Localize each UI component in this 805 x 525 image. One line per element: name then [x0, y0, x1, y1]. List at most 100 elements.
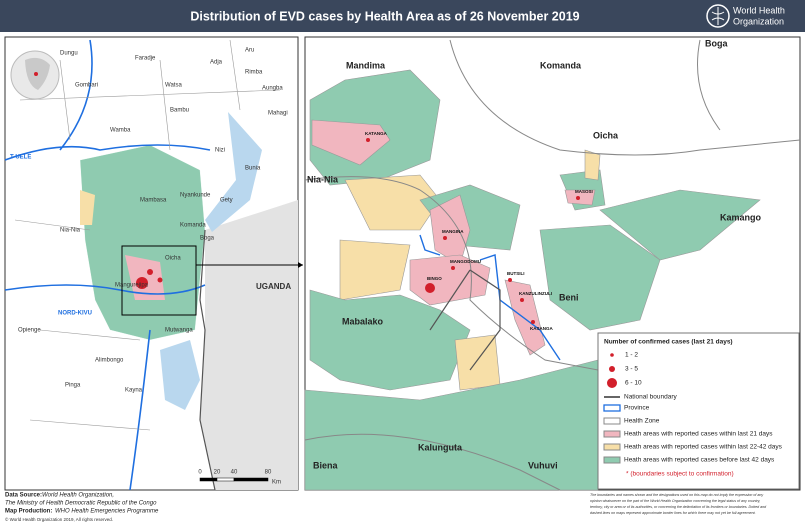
place-label: Gety: [220, 198, 233, 204]
place-label: Rimba: [245, 70, 263, 76]
legend-box: [597, 332, 800, 490]
health-areas-22-42: [80, 190, 95, 225]
zone-label: Kamango: [720, 212, 762, 222]
scale-segment: [216, 477, 235, 482]
health-area-label: KASANGA: [530, 326, 554, 331]
legend-item: Heath areas with reported cases before l…: [624, 457, 775, 464]
disclaimer: The boundaries and names shown and the d…: [590, 493, 763, 497]
copyright: © World Health Organization 2019, All ri…: [5, 516, 113, 522]
place-label: Pinga: [65, 383, 81, 389]
health-area: [429, 194, 471, 266]
zone-label: Mandima: [346, 60, 386, 70]
health-zone-boundary: [304, 39, 801, 491]
zone-label: Mabalako: [342, 316, 384, 326]
place-label: Opienge: [18, 328, 41, 334]
lake: [160, 340, 200, 410]
legend-swatch: [603, 456, 621, 464]
zone-label: Biena: [313, 460, 339, 470]
zone-label: Oicha: [593, 130, 619, 140]
scale-segment: [199, 477, 218, 482]
national-boundary: [199, 229, 216, 491]
zone-boundary: [429, 269, 501, 371]
health-area-label: BINGO: [427, 276, 442, 281]
case-marker: [366, 138, 370, 142]
place-label: Nyankunde: [180, 193, 211, 199]
disclaimer: dashed lines on maps represent approxima…: [590, 511, 756, 515]
scale-label: 0: [198, 470, 202, 476]
country-label: UGANDA: [256, 282, 291, 291]
health-area-label: MANGINA: [442, 229, 464, 234]
disclaimer: territory, city or area or of its author…: [590, 505, 767, 509]
zone-label: Vuhuvi: [528, 460, 558, 470]
health-areas-21: [125, 255, 165, 300]
health-area: [454, 334, 501, 391]
legend-swatch: [603, 404, 621, 412]
legend-marker: [607, 378, 617, 388]
logo-text: World Health: [733, 5, 785, 15]
place-label: Nia-Nia: [60, 228, 81, 234]
health-areas: [79, 144, 206, 341]
legend-marker: [610, 353, 614, 357]
place-label: Komanda: [180, 223, 206, 229]
place-label: Oicha: [165, 256, 181, 262]
scale-unit: Km: [272, 480, 281, 486]
health-zone-lines: [14, 39, 281, 431]
case-marker: [576, 196, 580, 200]
place-label: Alimbongo: [95, 358, 124, 364]
place-label: Aru: [245, 48, 254, 54]
legend-swatch: [603, 430, 621, 438]
detail-map: Mandima Komanda Boga Oicha Kamango Nia-Nia Mab…: [304, 36, 801, 491]
legend-item: Health Zone: [624, 418, 660, 425]
globe-marker: [34, 72, 38, 76]
case-marker: [531, 320, 535, 324]
case-marker: [425, 283, 435, 293]
health-area-label: KANZULINZULI: [519, 291, 552, 296]
health-area: [564, 189, 596, 206]
health-area: [599, 189, 761, 261]
case-marker: [508, 278, 512, 282]
who-logo: [706, 4, 730, 28]
source-label: Data Source:: [5, 493, 42, 499]
inset-arrowhead: [298, 262, 303, 268]
place-label: Mahagi: [268, 111, 288, 117]
zone-label: Komanda: [540, 60, 582, 70]
health-area-label: BUTSILI: [507, 271, 525, 276]
title: Distribution of EVD cases by Health Area…: [190, 9, 579, 23]
legend-note: * (boundaries subject to confirmation): [626, 471, 734, 478]
logo-text: Organization: [733, 16, 784, 26]
production: WHO Health Emergencies Programme: [55, 509, 159, 515]
health-area-label: KATANGA: [365, 131, 388, 136]
lake: [205, 112, 262, 232]
legend-item: Heath areas with reported cases within l…: [624, 444, 783, 451]
legend-class: 6 - 10: [625, 380, 642, 387]
overview-map: Dungu Faradje Gombari Watsa Aru Adja Rimba Aung…: [4, 36, 303, 491]
production-label: Map Production:: [5, 509, 52, 515]
zone-label: Beni: [559, 292, 579, 302]
header-bar: [0, 0, 805, 32]
case-marker: [157, 277, 163, 283]
place-label: Aungba: [262, 86, 283, 92]
case-marker: [147, 269, 153, 275]
legend-item: Province: [624, 405, 650, 412]
source: The Ministry of Health Democratic Republ…: [5, 501, 157, 507]
inset-box: [121, 245, 197, 316]
health-area: [504, 279, 546, 356]
legend-swatch: [603, 443, 621, 451]
case-marker: [451, 266, 455, 270]
place-label: Dungu: [60, 51, 78, 57]
scale-label: 40: [231, 470, 238, 476]
zone-label: Boga: [705, 38, 728, 48]
footer: Data Source: World Health Organization, …: [5, 493, 767, 523]
source: World Health Organization,: [42, 493, 114, 499]
place-label: Faradje: [135, 56, 156, 62]
scale-segment: [233, 477, 269, 482]
province-boundary: [4, 39, 211, 491]
legend-swatch: [603, 417, 621, 425]
place-label: Gombari: [75, 83, 98, 89]
place-label: Nizi: [215, 148, 225, 154]
place-label: Mambasa: [140, 198, 167, 204]
legend-marker: [609, 366, 615, 372]
disclaimer: opinion whatsoever on the part of the Wo…: [590, 499, 760, 503]
province-label: NORD-KIVU: [58, 311, 92, 317]
